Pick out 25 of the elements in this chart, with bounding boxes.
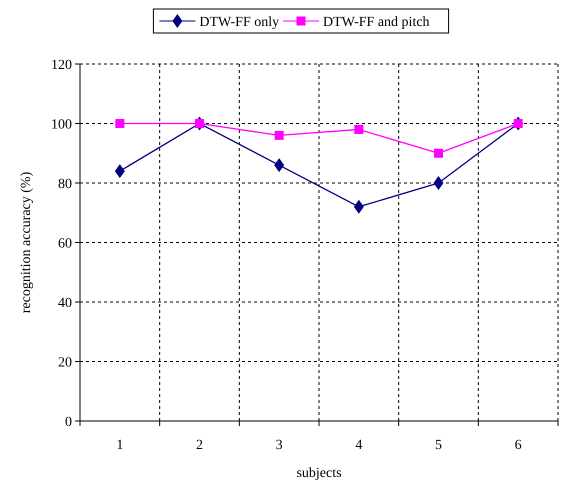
point bbox=[274, 130, 284, 140]
y-tick-label: 120 bbox=[51, 58, 72, 73]
y-tick-label: 80 bbox=[58, 176, 72, 192]
x-tick-label: 5 bbox=[435, 438, 442, 453]
x-tick-label: 6 bbox=[514, 438, 522, 453]
x-tick-label: 2 bbox=[196, 438, 203, 453]
y-tick-label: 60 bbox=[58, 236, 72, 252]
point bbox=[434, 148, 443, 158]
x-tick-label: 1 bbox=[116, 438, 124, 453]
x-axis-title: subjects bbox=[296, 466, 342, 481]
legend-label: DTW-FF and pitch bbox=[323, 14, 430, 30]
y-tick-label: 40 bbox=[58, 296, 72, 311]
y-axis-title: recognition accuracy (%) bbox=[19, 171, 34, 314]
point bbox=[114, 164, 125, 178]
point bbox=[115, 119, 124, 128]
point bbox=[274, 158, 284, 172]
x-tick-label: 4 bbox=[355, 438, 362, 453]
x-tick-label: 3 bbox=[276, 438, 283, 453]
y-tick-label: 100 bbox=[51, 117, 72, 132]
y-tick-label: 20 bbox=[58, 355, 72, 370]
point bbox=[354, 200, 364, 214]
y-tick-label: 0 bbox=[65, 414, 72, 430]
point bbox=[354, 124, 364, 134]
point bbox=[434, 176, 444, 190]
legend-label: DTW-FF only bbox=[199, 14, 280, 30]
